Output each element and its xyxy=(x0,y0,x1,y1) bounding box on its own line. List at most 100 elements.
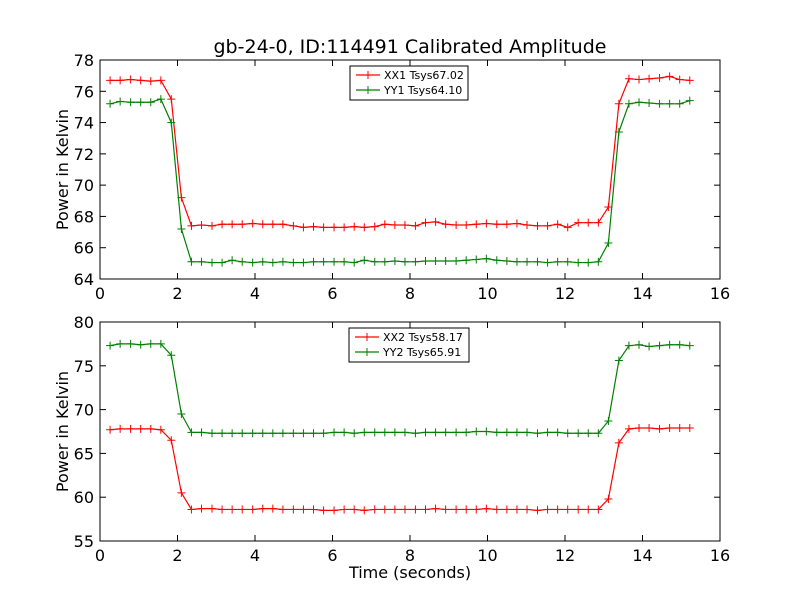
x-axis-label: Time (seconds) xyxy=(348,563,471,582)
data-point xyxy=(553,220,562,229)
data-point xyxy=(462,505,471,514)
data-point xyxy=(614,356,623,365)
data-point xyxy=(278,257,287,266)
x-tick-label: 10 xyxy=(477,546,497,565)
data-point xyxy=(187,221,196,230)
data-point xyxy=(452,428,461,437)
data-point xyxy=(411,257,420,266)
data-point xyxy=(624,424,633,433)
data-point xyxy=(523,257,532,266)
data-point xyxy=(594,505,603,514)
data-point xyxy=(431,217,440,226)
figure-title: gb-24-0, ID:114491 Calibrated Amplitude xyxy=(214,36,607,58)
data-point xyxy=(584,218,593,227)
data-point xyxy=(452,221,461,230)
data-point xyxy=(594,429,603,438)
y-tick-label: 55 xyxy=(74,532,94,551)
data-point xyxy=(594,257,603,266)
data-point xyxy=(533,429,542,438)
data-point xyxy=(431,428,440,437)
data-point xyxy=(512,505,521,514)
data-point xyxy=(421,505,430,514)
data-point xyxy=(156,76,165,85)
data-point xyxy=(268,429,277,438)
data-point xyxy=(370,428,379,437)
data-point xyxy=(106,76,115,85)
data-point xyxy=(543,258,552,267)
x-tick-label: 12 xyxy=(555,284,575,303)
data-point xyxy=(655,99,664,108)
data-point xyxy=(360,223,369,232)
data-point xyxy=(197,428,206,437)
data-point xyxy=(289,258,298,267)
data-point xyxy=(584,505,593,514)
x-tick-label: 14 xyxy=(632,284,652,303)
data-point xyxy=(299,429,308,438)
data-point xyxy=(492,220,501,229)
data-point xyxy=(309,257,318,266)
x-tick-label: 14 xyxy=(632,546,652,565)
data-point xyxy=(533,257,542,266)
data-point xyxy=(411,221,420,230)
legend-marker xyxy=(364,71,372,79)
data-point xyxy=(238,429,247,438)
data-point xyxy=(228,256,237,265)
data-point xyxy=(187,428,196,437)
data-point xyxy=(665,340,674,349)
data-point xyxy=(350,429,359,438)
data-point xyxy=(472,255,481,264)
data-point xyxy=(390,428,399,437)
data-point xyxy=(207,504,216,513)
data-point xyxy=(340,223,349,232)
data-point xyxy=(614,99,623,108)
data-point xyxy=(675,99,684,108)
y-tick-label: 70 xyxy=(74,176,94,195)
data-point xyxy=(563,223,572,232)
y-tick-label: 76 xyxy=(74,82,94,101)
data-point xyxy=(299,505,308,514)
data-point xyxy=(126,98,135,107)
data-point xyxy=(340,505,349,514)
data-point xyxy=(523,505,532,514)
data-point xyxy=(685,423,694,432)
x-tick-label: 16 xyxy=(710,284,730,303)
data-point xyxy=(167,351,176,360)
data-point xyxy=(441,257,450,266)
data-point xyxy=(635,423,644,432)
data-point xyxy=(635,75,644,84)
data-point xyxy=(319,223,328,232)
data-point xyxy=(116,97,125,106)
y-tick-label: 64 xyxy=(74,270,94,289)
data-point xyxy=(665,423,674,432)
data-point xyxy=(645,99,654,108)
data-point xyxy=(319,429,328,438)
data-point xyxy=(380,220,389,229)
data-point xyxy=(289,221,298,230)
data-point xyxy=(431,504,440,513)
data-point xyxy=(187,257,196,266)
data-point xyxy=(228,505,237,514)
data-point xyxy=(116,424,125,433)
data-point xyxy=(604,203,613,212)
data-point xyxy=(146,339,155,348)
data-point xyxy=(645,423,654,432)
x-tick-label: 6 xyxy=(327,546,337,565)
y-tick-label: 72 xyxy=(74,145,94,164)
data-point xyxy=(482,254,491,263)
data-point xyxy=(299,223,308,232)
data-point xyxy=(675,340,684,349)
y-tick-label: 66 xyxy=(74,239,94,258)
data-point xyxy=(665,72,674,81)
data-point xyxy=(482,504,491,513)
data-point xyxy=(350,258,359,267)
data-point xyxy=(116,76,125,85)
legend-label: XX2 Tsys58.17 xyxy=(383,331,463,344)
data-point xyxy=(218,505,227,514)
data-point xyxy=(197,221,206,230)
series-line xyxy=(109,343,690,434)
x-tick-label: 6 xyxy=(327,284,337,303)
data-point xyxy=(675,75,684,84)
data-point xyxy=(452,257,461,266)
data-point xyxy=(563,257,572,266)
